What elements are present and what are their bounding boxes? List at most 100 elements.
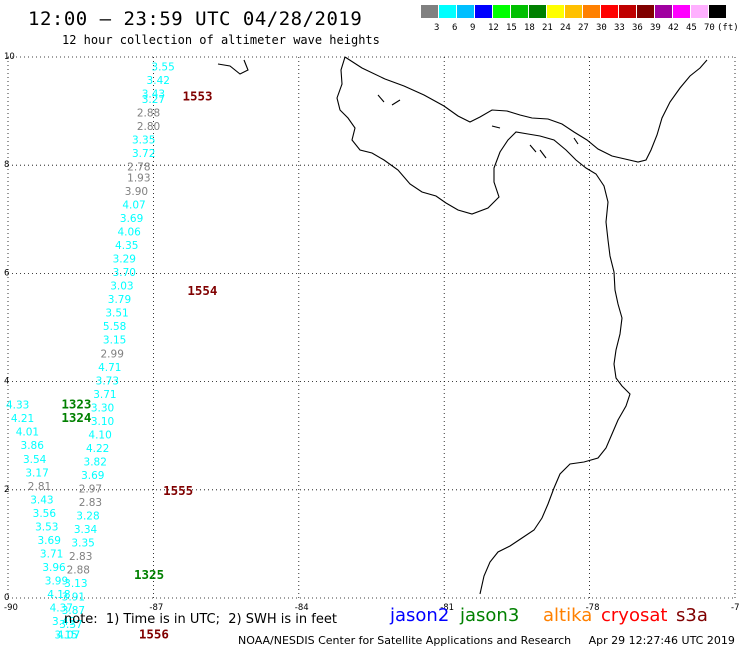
coastline <box>217 56 708 595</box>
legend-label: 45 <box>686 23 697 33</box>
wave-height-reading: 4.37 <box>50 603 73 615</box>
footer-note: note: 1) Time is in UTC; 2) SWH is in fe… <box>64 612 337 627</box>
wave-height-reading: 4.18 <box>47 589 70 601</box>
wave-height-reading: 3.69 <box>38 535 61 547</box>
satellite-label: altika <box>543 605 593 626</box>
wave-height-reading: 2.99 <box>101 348 124 360</box>
pass-number: 1556 <box>139 627 169 642</box>
wave-height-reading: 3.42 <box>147 75 170 87</box>
wave-height-reading: 3.28 <box>76 511 99 523</box>
satellite-label: cryosat <box>601 605 668 626</box>
wave-readings: 3.553.423.433.272.882.803.353.722.781.93… <box>6 62 175 642</box>
legend-swatch <box>439 5 456 18</box>
wave-height-reading: 3.35 <box>132 135 155 147</box>
wave-height-reading: 4.33 <box>6 400 29 412</box>
footer-credit: NOAA/NESDIS Center for Satellite Applica… <box>238 634 735 647</box>
legend-label: 12 <box>488 23 499 33</box>
wave-height-reading: 4.21 <box>11 413 34 425</box>
wave-height-reading: 2.88 <box>67 565 90 577</box>
wave-height-reading: 3.87 <box>62 605 85 617</box>
pass-number: 1554 <box>187 283 217 298</box>
wave-height-reading: 3.69 <box>120 213 143 225</box>
wave-height-reading: 3.53 <box>35 521 58 533</box>
legend-label: 3 <box>434 23 440 33</box>
legend-swatch <box>619 5 636 18</box>
wave-height-reading: 3.82 <box>84 456 107 468</box>
lat-tick-label: 4 <box>4 377 9 387</box>
legend-label: 39 <box>650 23 661 33</box>
wave-height-reading: 3.43 <box>30 494 53 506</box>
wave-height-reading: 3.17 <box>25 467 48 479</box>
legend-label: 24 <box>560 23 571 33</box>
wave-height-reading: 3.73 <box>96 375 119 387</box>
map-subtitle: 12 hour collection of altimeter wave hei… <box>62 33 380 47</box>
wave-height-reading: 3.90 <box>125 186 148 198</box>
legend-swatch <box>565 5 582 18</box>
wave-height-reading: 4.71 <box>98 362 121 374</box>
legend-swatch <box>457 5 474 18</box>
wave-height-reading: 3.15 <box>54 630 77 642</box>
wave-height-reading: 4.10 <box>88 429 111 441</box>
coastline-north-cape <box>217 59 249 75</box>
wave-height-reading: 4.07 <box>57 630 80 642</box>
wave-height-reading: 3.37 <box>59 619 82 631</box>
pass-number: 1324 <box>61 410 91 425</box>
wave-height-reading: 4.22 <box>86 443 109 455</box>
wave-height-reading: 1.93 <box>127 172 150 184</box>
wave-height-reading: 3.56 <box>33 508 57 520</box>
lat-tick-label: 2 <box>4 485 9 495</box>
legend-label: 27 <box>578 23 589 33</box>
wave-height-reading: 5.58 <box>103 321 126 333</box>
legend-swatch <box>673 5 690 18</box>
wave-height-reading: 3.91 <box>62 592 85 604</box>
wave-height-reading: 4.06 <box>117 227 141 239</box>
legend-unit: (ft) <box>717 23 739 33</box>
legend-swatch <box>637 5 654 18</box>
wave-height-reading: 4.35 <box>115 240 138 252</box>
legend-swatch <box>601 5 618 18</box>
wave-height-reading: 2.83 <box>79 497 102 509</box>
wave-height-reading: 3.71 <box>40 548 63 560</box>
wave-height-reading: 3.03 <box>110 281 133 293</box>
wave-height-reading: 2.83 <box>69 551 92 563</box>
lon-tick-label: -75 <box>731 603 740 613</box>
wave-height-reading: 3.49 <box>52 616 75 628</box>
wave-height-reading: 3.27 <box>142 94 165 106</box>
lon-tick-label: -87 <box>149 603 163 613</box>
wave-height-reading: 2.80 <box>137 121 160 133</box>
lon-tick-label: -90 <box>4 603 18 613</box>
legend-swatch <box>691 5 708 18</box>
wave-height-reading: 3.13 <box>64 578 87 590</box>
lat-tick-label: 8 <box>4 160 9 170</box>
legend-swatch <box>655 5 672 18</box>
axis-labels: -90 -87 -84 -81 -78 -75 0 2 4 6 8 10 <box>4 52 740 613</box>
legend-swatch <box>421 5 438 18</box>
wave-height-reading: 3.29 <box>113 254 136 266</box>
wave-height-reading: 3.34 <box>74 524 98 536</box>
wave-height-reading: 3.30 <box>91 402 114 414</box>
wave-height-reading: 3.86 <box>21 440 45 452</box>
legend-label: 30 <box>596 23 607 33</box>
legend-swatch <box>511 5 528 18</box>
legend-label: 36 <box>632 23 643 33</box>
legend-label: 70 <box>704 23 715 33</box>
legend-label: 9 <box>470 23 476 33</box>
satellite-label: s3a <box>676 605 708 626</box>
legend-label: 21 <box>542 23 553 33</box>
wave-height-reading: 3.96 <box>42 562 66 574</box>
lat-tick-label: 0 <box>4 593 9 603</box>
wave-height-reading: 3.71 <box>93 389 116 401</box>
lat-tick-label: 10 <box>4 52 15 62</box>
legend-swatch <box>475 5 492 18</box>
wave-height-reading: 2.97 <box>79 484 102 496</box>
legend-label: 15 <box>506 23 517 33</box>
legend-swatch <box>547 5 564 18</box>
wave-height-reading: 3.15 <box>103 335 126 347</box>
wave-height-reading: 3.69 <box>81 470 104 482</box>
wave-height-reading: 2.78 <box>127 162 150 174</box>
map-title: 12:00 – 23:59 UTC 04/28/2019 <box>28 8 363 30</box>
wave-height-reading: 3.51 <box>105 308 128 320</box>
wave-height-reading: 4.01 <box>16 427 39 439</box>
